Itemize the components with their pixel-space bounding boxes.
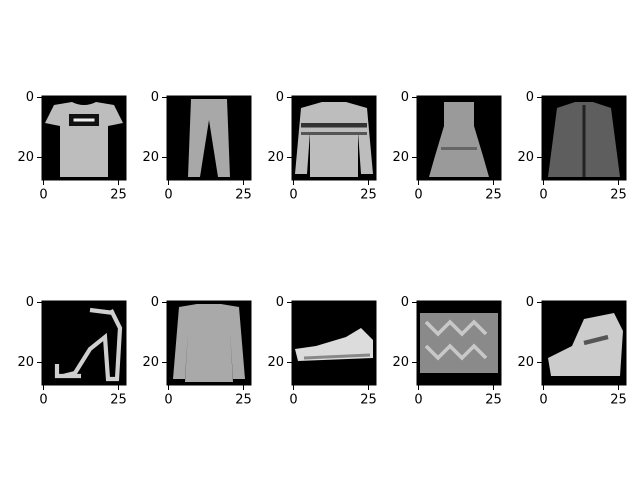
subplot: 0 25 0 20 [17,90,126,203]
y-tick-label: 20 [517,150,534,165]
x-tick-label: 0 [289,393,297,408]
axes-frame [41,95,127,181]
axes-frame [166,300,252,386]
axes-frame [416,95,502,181]
x-tick-label: 0 [39,188,47,203]
silhouette [45,102,123,177]
x-tick-label: 0 [39,393,47,408]
silhouette [301,123,367,128]
y-tick-label: 0 [526,90,534,105]
silhouette [295,102,373,177]
silhouette [429,102,489,177]
y-tick-label: 0 [526,295,534,310]
x-tick-label: 0 [164,393,172,408]
axes-frame [291,300,377,386]
subplot: 0 25 0 20 [142,295,251,408]
subplot: 0 25 0 20 [392,90,501,203]
silhouette [73,118,95,122]
x-tick-label: 25 [485,393,502,408]
x-tick-label: 25 [610,188,627,203]
subplot: 0 25 0 20 [17,295,126,408]
x-tick-label: 0 [289,188,297,203]
silhouette [583,334,609,346]
silhouette [424,319,488,361]
y-tick-label: 20 [392,150,409,165]
silhouette [301,132,367,135]
y-tick-label: 0 [401,295,409,310]
y-tick-label: 0 [276,295,284,310]
image [548,313,623,376]
subplot: 0 25 0 20 [267,90,376,203]
x-tick-label: 0 [414,393,422,408]
silhouette [441,147,477,150]
y-tick-label: 20 [392,355,409,370]
x-tick-label: 25 [360,188,377,203]
image [295,102,373,177]
axes-frame [41,300,127,386]
x-tick-label: 25 [110,393,127,408]
x-tick-label: 0 [414,188,422,203]
x-tick-label: 25 [110,188,127,203]
image [295,328,373,361]
y-tick-label: 0 [151,295,159,310]
y-tick-label: 20 [267,150,284,165]
silhouette [173,304,245,382]
x-tick-label: 0 [539,188,547,203]
silhouette [188,99,230,177]
x-tick-label: 25 [235,393,252,408]
y-tick-label: 20 [267,355,284,370]
x-tick-label: 0 [539,393,547,408]
image [420,313,498,373]
subplot: 0 25 0 20 [517,295,626,408]
y-tick-label: 0 [401,90,409,105]
axes-frame [541,95,627,181]
y-tick-label: 20 [142,355,159,370]
silhouette [295,328,373,361]
subplot: 0 25 0 20 [267,295,376,408]
axes-frame [291,95,377,181]
y-tick-label: 0 [26,90,34,105]
subplot: 0 25 0 20 [517,90,626,203]
x-tick-label: 0 [164,188,172,203]
x-tick-label: 25 [360,393,377,408]
x-tick-label: 25 [610,393,627,408]
silhouette [54,307,123,382]
y-tick-label: 20 [142,150,159,165]
axes-frame [166,95,252,181]
y-tick-label: 20 [17,355,34,370]
axes-frame [416,300,502,386]
image [188,99,230,177]
x-tick-label: 25 [235,188,252,203]
y-tick-label: 0 [276,90,284,105]
y-tick-label: 20 [17,150,34,165]
y-tick-label: 0 [26,295,34,310]
x-tick-label: 25 [485,188,502,203]
silhouette [420,313,498,373]
y-tick-label: 20 [517,355,534,370]
image [548,102,620,177]
image [173,304,245,382]
subplot: 0 25 0 20 [392,295,501,408]
silhouette [303,353,371,360]
axes-frame [541,300,627,386]
subplot: 0 25 0 20 [142,90,251,203]
image [45,102,123,177]
image [54,307,123,382]
image [429,102,489,177]
y-tick-label: 0 [151,90,159,105]
